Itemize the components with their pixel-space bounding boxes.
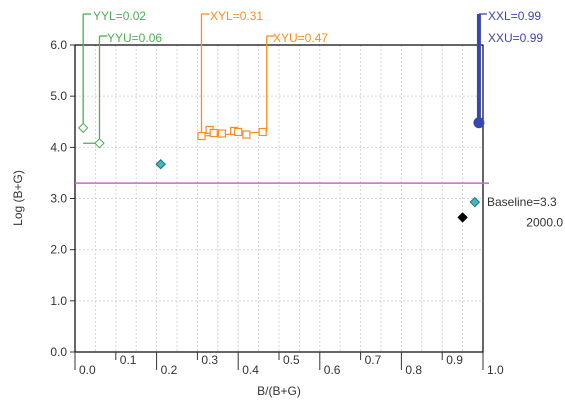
y-tick-label: 2.0 — [50, 243, 67, 257]
y-tick-label: 3.0 — [50, 192, 67, 206]
y-axis-ticks: 0.0 1.0 2.0 3.0 4.0 5.0 6.0 — [50, 38, 75, 359]
y-axis-label: Log (B+G) — [11, 170, 25, 226]
bound-label: XYL=0.31 — [210, 9, 263, 23]
data-point-diamond — [457, 212, 468, 223]
bound-label: XXL=0.99 — [488, 9, 541, 23]
x-axis-ticks: 0.0 0.1 0.2 0.3 0.4 0.5 0.6 0.7 0.8 0.9 1.0 — [74, 352, 504, 377]
x-tick-label: 1.0 — [487, 363, 504, 377]
data-point-diamond — [155, 159, 166, 170]
x-axis-label: B/(B+G) — [257, 384, 301, 398]
data-point-square — [209, 128, 218, 138]
x-tick-label: 0.1 — [120, 353, 137, 367]
x-tick-label: 0.2 — [161, 363, 178, 377]
x-tick-label: 0.4 — [242, 363, 259, 377]
data-point-square — [197, 131, 206, 141]
data-point-diamond — [77, 122, 89, 134]
y-tick-label: 6.0 — [50, 38, 67, 52]
baseline-layer: Baseline=3.3 2000.0 — [75, 182, 563, 230]
data-point-circle — [473, 117, 485, 129]
y-tick-label: 5.0 — [50, 89, 67, 103]
baseline-label: Baseline=3.3 — [487, 195, 557, 209]
grid-lines — [75, 45, 483, 352]
y-tick-label: 4.0 — [50, 140, 67, 154]
x-tick-label: 0.0 — [79, 363, 96, 377]
bound-label: YYU=0.06 — [107, 31, 162, 45]
baseline-note: 2000.0 — [526, 216, 563, 230]
x-tick-label: 0.3 — [201, 353, 218, 367]
data-point-square — [217, 129, 226, 138]
data-point-diamond — [94, 138, 105, 149]
x-tick-label: 0.9 — [446, 353, 463, 367]
bound-label: XXU=0.99 — [488, 31, 543, 45]
y-tick-label: 1.0 — [50, 294, 67, 308]
bound-label: XYU=0.47 — [273, 31, 328, 45]
bound-label: YYL=0.02 — [93, 9, 146, 23]
data-point-diamond — [469, 196, 481, 208]
x-tick-label: 0.8 — [405, 363, 422, 377]
x-tick-label: 0.7 — [365, 353, 382, 367]
x-tick-label: 0.5 — [283, 353, 300, 367]
data-points-layer — [77, 117, 485, 223]
bound-lines-layer: YYL=0.02 YYU=0.06 XYL=0.31 XYU=0.47 XXL=0.99… — [82, 9, 543, 144]
data-point-square — [258, 127, 267, 137]
y-tick-label: 0.0 — [50, 345, 67, 359]
x-tick-label: 0.6 — [324, 363, 341, 377]
data-point-square — [242, 130, 251, 139]
data-point-square — [234, 127, 243, 137]
